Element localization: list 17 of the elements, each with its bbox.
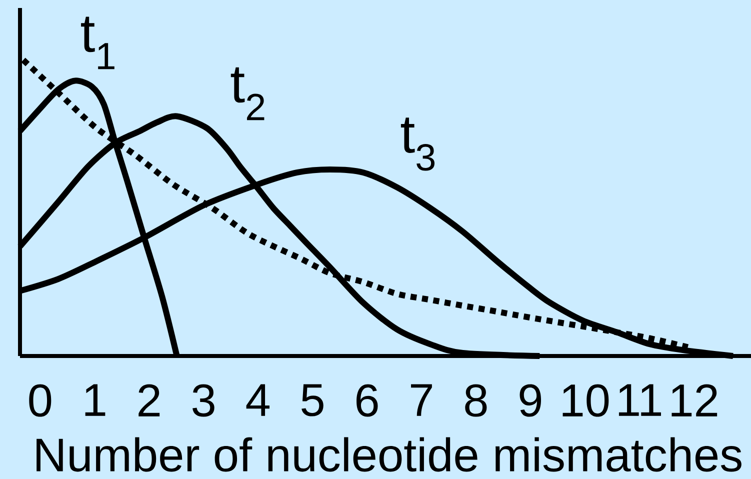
x-tick-label: 0 — [29, 384, 52, 417]
series-label: t$_{1}$ — [81, 16, 114, 70]
x-tick-label: 9 — [520, 384, 542, 417]
x-tick-label: 7 — [411, 384, 432, 416]
x-tick-label: 10 — [562, 384, 609, 417]
x-tick-label: 3 — [192, 384, 214, 417]
x-tick-label: 8 — [465, 384, 487, 417]
series-label: t$_{3}$ — [400, 118, 435, 171]
x-tick-label: 5 — [302, 384, 324, 416]
x-axis-title: Number of nucleotide mismatches — [36, 437, 742, 472]
x-tick-label: 1 — [85, 384, 106, 416]
x-tick-label: 11 — [618, 384, 661, 416]
x-tick-label: 6 — [356, 384, 378, 417]
x-tick-label: 12 — [672, 384, 718, 416]
x-tick-label: 2 — [138, 384, 160, 416]
series-label: t$_{2}$ — [230, 67, 264, 120]
x-tick-label: 4 — [246, 384, 270, 416]
